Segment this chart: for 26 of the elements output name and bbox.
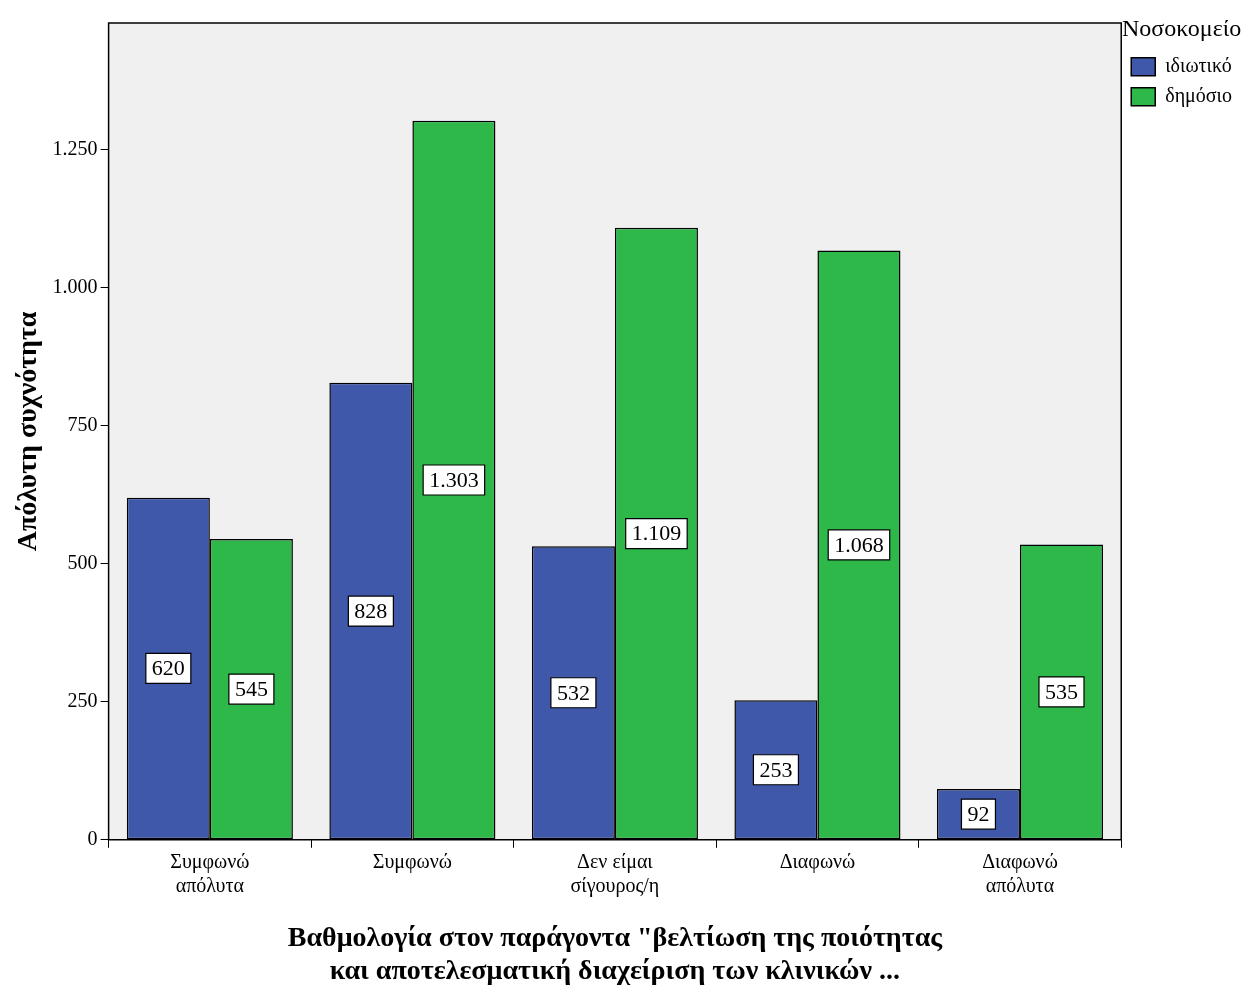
x-axis-title: Βαθμολογία στον παράγοντα "βελτίωση της ποιότητας και αποτελεσματική διαχείριση των κλινικών ... [287, 920, 944, 986]
data-label: 535 [1044, 678, 1078, 704]
data-label: 620 [151, 655, 185, 681]
x-tick-label: Συμφωνώ [372, 850, 452, 874]
data-label: 532 [556, 679, 590, 705]
x-tick-label: Διαφωνώ [779, 850, 856, 874]
legend-title: Νοσοκομείο [1121, 15, 1242, 42]
y-tick-label: 1.000 [52, 275, 98, 298]
y-tick-label: 750 [67, 413, 98, 436]
data-label: 1.303 [429, 466, 479, 492]
y-tick-label: 1.250 [52, 137, 98, 160]
data-label: 92 [967, 800, 990, 826]
y-tick-label: 250 [67, 689, 98, 712]
data-label: 545 [234, 675, 268, 701]
x-tick-label: Διαφωνώ απόλυτα [982, 850, 1058, 897]
y-axis-title: Απόλυτη συχνότητα [11, 311, 43, 552]
data-label: 828 [354, 597, 388, 623]
data-label: 1.109 [631, 520, 682, 546]
x-tick-label: Συμφωνώ απόλυτα [170, 850, 250, 897]
data-label: 253 [759, 756, 793, 782]
data-label: 1.068 [834, 531, 884, 557]
y-tick-label: 0 [87, 827, 98, 850]
y-tick-label: 500 [67, 551, 98, 574]
legend-label: δημόσιο [1165, 84, 1233, 108]
legend-label: ιδιωτικό [1165, 54, 1232, 77]
x-tick-label: Δεν είμαι σίγουρος/η [570, 850, 660, 898]
